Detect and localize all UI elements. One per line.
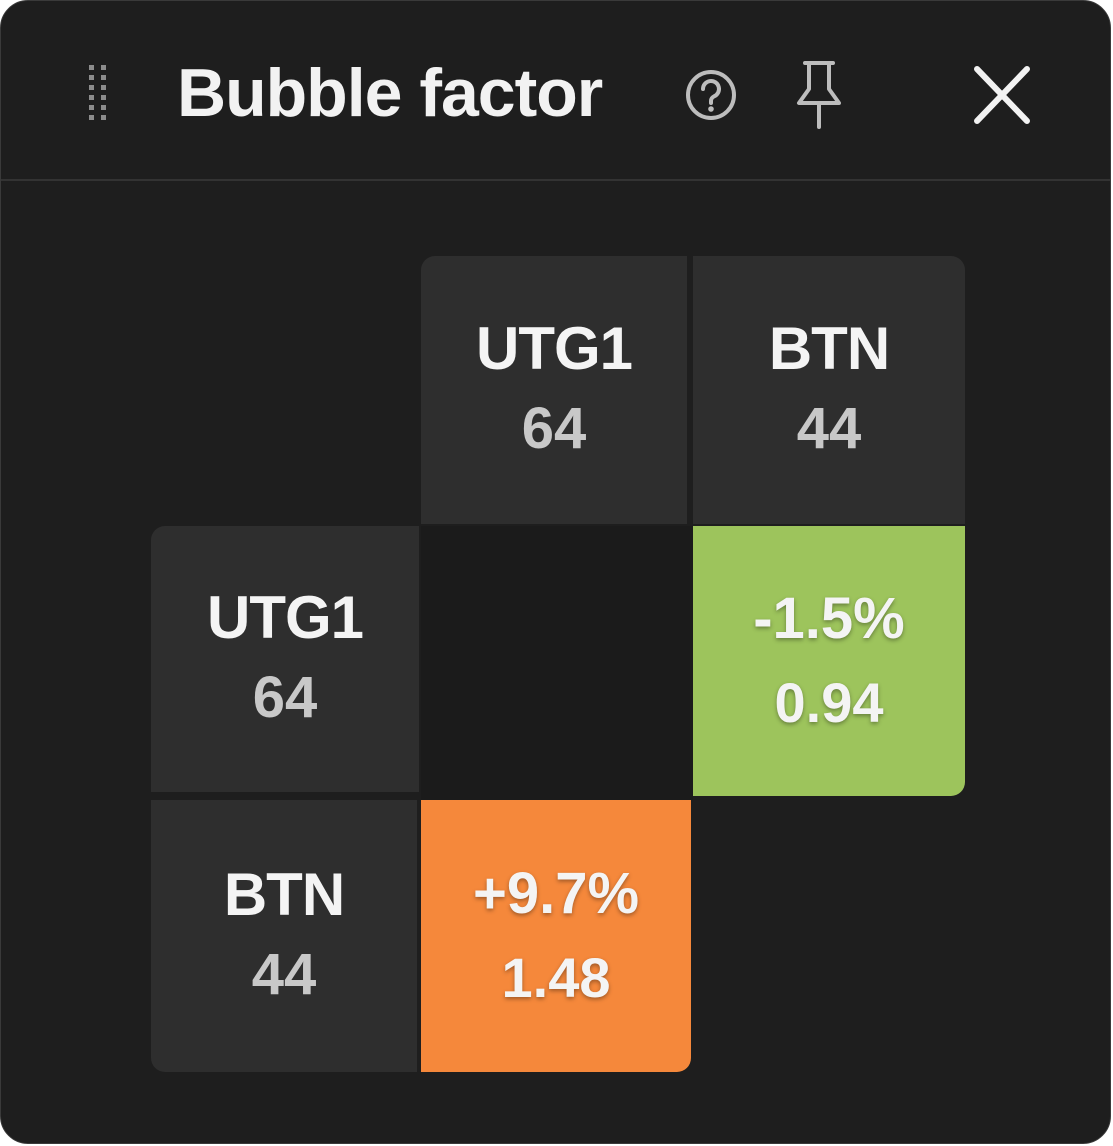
column-player-stack: 64 (521, 396, 587, 461)
close-icon[interactable] (969, 65, 1035, 125)
bubble-factor-value: 1.48 (501, 946, 611, 1009)
row-player-name: UTG1 (206, 584, 364, 651)
column-player-name: UTG1 (475, 315, 633, 382)
column-header-btn: BTN 44 (693, 256, 965, 524)
column-player-name: BTN (768, 315, 890, 382)
row-header-btn: BTN 44 (151, 800, 419, 1072)
row-header-utg1: UTG1 64 (151, 526, 419, 794)
cell-utg1-vs-btn[interactable]: -1.5% 0.94 (693, 526, 965, 796)
column-header-utg1: UTG1 64 (421, 256, 689, 524)
column-player-stack: 44 (796, 396, 862, 461)
help-circle-icon[interactable] (683, 67, 739, 123)
diagonal-cell (421, 526, 693, 800)
risk-premium-value: -1.5% (753, 586, 905, 651)
pin-icon[interactable] (793, 59, 845, 131)
cell-btn-vs-utg1[interactable]: +9.7% 1.48 (421, 800, 691, 1072)
bubble-factor-value: 0.94 (774, 671, 884, 734)
panel-header: Bubble factor (1, 1, 1110, 181)
risk-premium-value: +9.7% (472, 861, 640, 926)
bubble-factor-matrix: UTG1 64 BTN 44 UTG1 64 -1.5% 0.94 BTN 44… (151, 256, 965, 1072)
row-player-stack: 44 (251, 942, 317, 1007)
drag-handle-icon[interactable] (87, 63, 111, 127)
row-player-name: BTN (223, 861, 345, 928)
panel-title: Bubble factor (177, 55, 603, 131)
row-player-stack: 64 (252, 665, 318, 730)
